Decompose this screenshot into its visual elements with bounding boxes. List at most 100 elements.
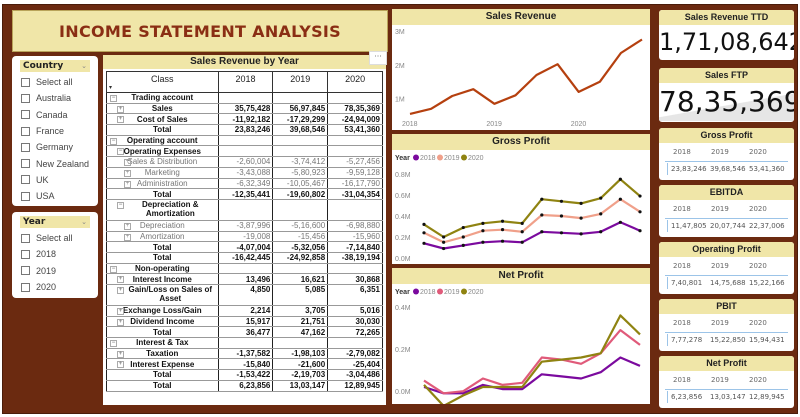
legend-label[interactable]: 2018	[420, 289, 436, 296]
checkbox[interactable]	[21, 266, 30, 276]
checkbox[interactable]	[21, 110, 30, 120]
legend-marker[interactable]	[437, 288, 443, 295]
data-point[interactable]	[520, 221, 524, 225]
data-point[interactable]	[638, 194, 642, 198]
data-point[interactable]	[599, 230, 603, 234]
data-point[interactable]	[481, 229, 485, 233]
data-point[interactable]	[579, 201, 583, 205]
column-header-year[interactable]: 2019	[272, 71, 329, 93]
data-point[interactable]	[422, 222, 426, 226]
data-point[interactable]	[461, 243, 465, 247]
country-option[interactable]: Australia	[20, 90, 90, 106]
collapse-icon[interactable]: −	[110, 340, 117, 348]
checkbox[interactable]	[21, 249, 30, 259]
legend-label[interactable]: 2020	[468, 289, 484, 296]
data-point[interactable]	[579, 216, 583, 220]
data-point[interactable]	[638, 229, 642, 233]
country-option[interactable]: Canada	[20, 107, 90, 123]
data-point[interactable]	[618, 220, 622, 224]
data-point[interactable]	[520, 230, 524, 234]
country-option[interactable]: Select all	[20, 74, 90, 90]
expand-icon[interactable]: +	[117, 350, 124, 358]
data-point[interactable]	[500, 228, 505, 232]
data-point[interactable]	[500, 239, 505, 243]
year-option[interactable]: 2018	[20, 246, 90, 262]
data-point[interactable]	[599, 196, 603, 200]
legend-label[interactable]: 2019	[444, 155, 460, 162]
column-header-year[interactable]: 2018	[217, 71, 274, 93]
checkbox[interactable]	[21, 175, 30, 185]
data-point[interactable]	[422, 241, 426, 245]
country-option[interactable]: Germany	[20, 139, 90, 155]
legend-marker[interactable]	[461, 288, 467, 295]
collapse-icon[interactable]: −	[110, 95, 117, 102]
data-point[interactable]	[461, 225, 465, 230]
series-line-2020[interactable]	[423, 178, 641, 239]
data-point[interactable]	[422, 231, 426, 235]
checkbox[interactable]	[21, 159, 30, 169]
series-line-2018[interactable]	[423, 356, 641, 395]
series-line-2019[interactable]	[423, 328, 641, 395]
expand-icon[interactable]: +	[117, 105, 124, 113]
expand-icon[interactable]: +	[117, 287, 124, 294]
chevron-down-icon[interactable]: ⌄	[81, 218, 87, 226]
year-option[interactable]: 2020	[20, 279, 90, 295]
legend-marker[interactable]	[413, 154, 419, 161]
checkbox[interactable]	[21, 77, 30, 87]
data-point[interactable]	[500, 219, 505, 223]
data-point[interactable]	[442, 235, 446, 239]
country-option[interactable]: New Zealand	[20, 155, 90, 171]
collapse-icon[interactable]: −	[110, 265, 117, 273]
legend-label[interactable]: 2020	[468, 155, 484, 162]
year-option[interactable]: Select all	[20, 230, 90, 246]
expand-icon[interactable]: +	[124, 180, 131, 188]
expand-icon[interactable]: +	[124, 169, 131, 177]
data-point[interactable]	[559, 214, 564, 218]
data-point[interactable]	[540, 213, 544, 217]
country-slicer-header[interactable]: Country ⌄	[20, 60, 90, 72]
country-option[interactable]: UK	[20, 172, 90, 188]
series-line-2019[interactable]	[423, 198, 641, 244]
data-point[interactable]	[481, 240, 485, 244]
checkbox[interactable]	[21, 142, 30, 152]
data-point[interactable]	[618, 177, 622, 181]
checkbox[interactable]	[21, 282, 30, 292]
expand-icon[interactable]: +	[124, 222, 131, 230]
data-point[interactable]	[559, 231, 564, 235]
chevron-down-icon[interactable]: ⌄	[81, 62, 87, 70]
data-point[interactable]	[579, 232, 583, 236]
country-option[interactable]: USA	[20, 188, 90, 204]
column-header-class[interactable]: Class ▾	[106, 71, 219, 93]
series-line-2018[interactable]	[423, 221, 641, 250]
sort-arrow-icon[interactable]: ▾	[109, 85, 113, 91]
expand-icon[interactable]: +	[124, 159, 131, 167]
data-point[interactable]	[559, 199, 564, 203]
data-point[interactable]	[638, 210, 642, 214]
checkbox[interactable]	[21, 233, 30, 243]
legend-label[interactable]: 2019	[444, 289, 460, 296]
series-line-2020[interactable]	[423, 314, 641, 404]
expand-icon[interactable]: +	[117, 276, 124, 284]
collapse-icon[interactable]: −	[117, 201, 124, 209]
legend-marker[interactable]	[461, 154, 467, 161]
data-point[interactable]	[540, 197, 544, 201]
data-point[interactable]	[540, 230, 544, 234]
data-point[interactable]	[442, 246, 446, 251]
data-point[interactable]	[442, 240, 446, 244]
column-header-year[interactable]: 2020	[327, 71, 383, 93]
expand-icon[interactable]: +	[117, 318, 124, 326]
year-option[interactable]: 2019	[20, 263, 90, 279]
checkbox[interactable]	[21, 191, 30, 201]
collapse-icon[interactable]: −	[110, 137, 117, 145]
data-point[interactable]	[599, 212, 603, 216]
expand-icon[interactable]: +	[117, 116, 124, 124]
more-options-button[interactable]: ···	[369, 51, 387, 65]
checkbox[interactable]	[21, 126, 30, 136]
legend-label[interactable]: 2018	[420, 155, 436, 162]
legend-marker[interactable]	[413, 288, 419, 295]
series-line-Sales Revenue[interactable]	[409, 38, 643, 115]
checkbox[interactable]	[21, 93, 30, 103]
legend-marker[interactable]	[437, 154, 443, 161]
expand-icon[interactable]: +	[117, 308, 124, 315]
expand-icon[interactable]: +	[117, 361, 124, 369]
